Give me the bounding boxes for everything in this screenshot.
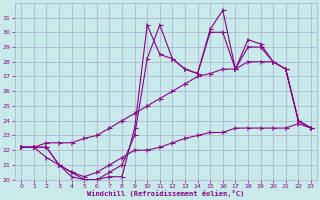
X-axis label: Windchill (Refroidissement éolien,°C): Windchill (Refroidissement éolien,°C)	[87, 190, 245, 197]
